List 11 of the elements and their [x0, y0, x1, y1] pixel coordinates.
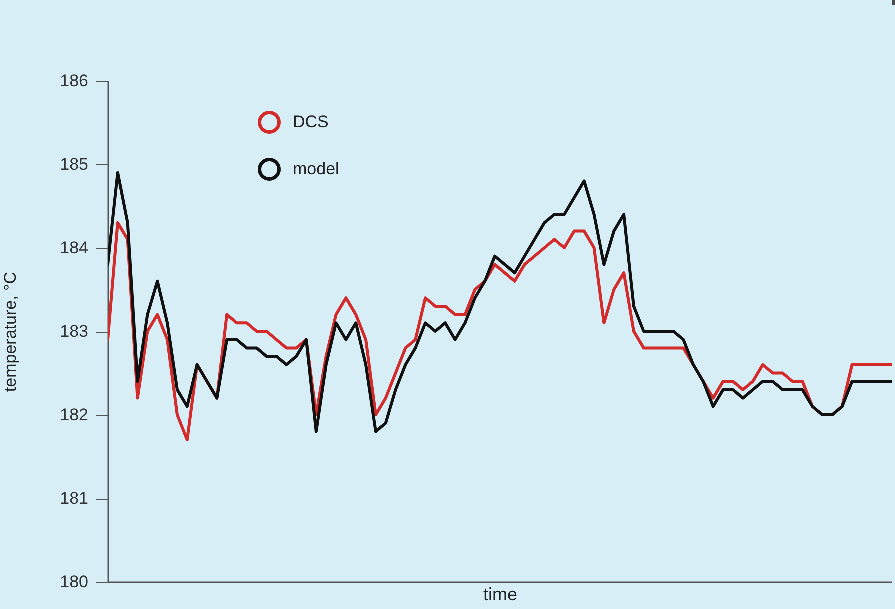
y-tick-label: 186 — [60, 72, 88, 90]
legend-label: model — [293, 160, 340, 178]
y-tick-label: 182 — [60, 406, 88, 424]
y-tick-label: 185 — [60, 155, 88, 174]
y-tick-label: 183 — [60, 322, 88, 341]
y-axis-title: temperature, °C — [1, 272, 20, 392]
y-tick-label: 184 — [60, 238, 88, 258]
y-tick-label: 181 — [60, 489, 88, 508]
legend-label: DCS — [293, 112, 329, 132]
y-tick-label: 180 — [60, 572, 88, 592]
x-axis-title: time — [483, 584, 518, 604]
